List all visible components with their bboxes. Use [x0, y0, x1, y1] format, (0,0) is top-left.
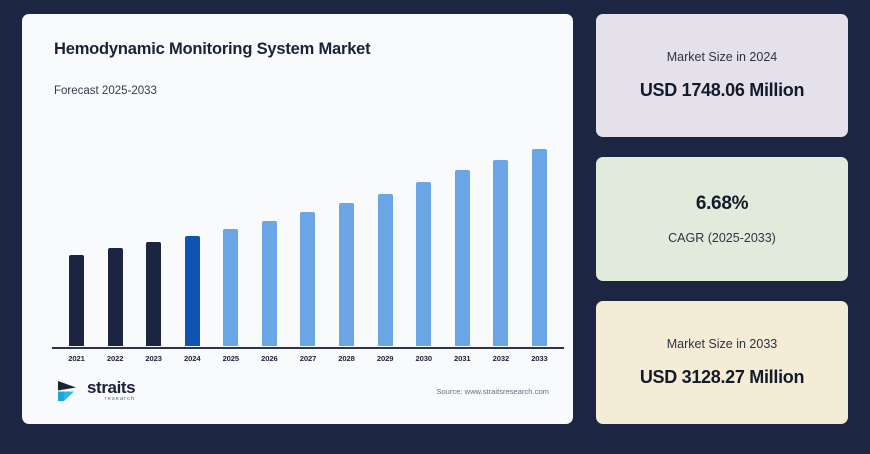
stat-card-label: Market Size in 2033: [666, 336, 778, 351]
x-tick-2025: 2025: [222, 354, 240, 363]
x-tick-2024: 2024: [183, 354, 201, 363]
bar-slot: [332, 132, 361, 346]
panel-footer: straits research Source: www.straitsrese…: [22, 370, 573, 412]
stat-card-value: 6.68%: [695, 192, 749, 214]
page-title: Hemodynamic Monitoring System Market: [54, 40, 371, 58]
bar-chart-plot-area: [62, 132, 554, 346]
x-axis-tick-labels: 2021 2022 2023 2024 2025 2026 2027 2028 2029 2030…: [62, 354, 554, 363]
bar-series: [62, 132, 554, 346]
x-tick-2032: 2032: [492, 354, 510, 363]
bar-slot: [216, 132, 245, 346]
bar-2029: [377, 194, 393, 346]
stat-card-3: Market Size in 2033 USD 3128.27 Million: [596, 300, 848, 424]
bar-2030: [416, 182, 432, 346]
bar-2027: [300, 212, 316, 346]
x-tick-2022: 2022: [106, 354, 124, 363]
bar-slot: [486, 132, 515, 346]
bar-2024: [184, 236, 200, 346]
x-tick-2027: 2027: [299, 354, 317, 363]
stat-cards: Market Size in 2024 USD 1748.06 Million 6.…: [596, 14, 854, 424]
bar-2026: [261, 221, 277, 346]
bar-slot: [101, 132, 130, 346]
x-tick-2028: 2028: [338, 354, 355, 363]
stat-card-label: CAGR (2025-2033): [668, 230, 776, 245]
x-tick-2021: 2021: [68, 354, 85, 363]
x-tick-2029: 2029: [376, 354, 394, 363]
stat-card-2: 6.68% CAGR (2025-2033): [596, 157, 848, 281]
bar-2023: [146, 242, 162, 346]
stat-card-value: USD 3128.27 Million: [639, 366, 805, 387]
logo-subtitle: research: [104, 396, 136, 403]
bar-slot: [62, 132, 91, 346]
bar-slot: [525, 132, 554, 346]
bar-2033: [531, 149, 547, 346]
bar-slot: [409, 132, 438, 346]
bar-2025: [223, 229, 239, 346]
logo-wordmark: straits research: [87, 378, 136, 403]
x-tick-2031: 2031: [454, 354, 471, 363]
bar-2032: [493, 160, 509, 346]
bar-2028: [339, 203, 355, 346]
bar-slot: [139, 132, 168, 346]
stat-card-label: Market Size in 2024: [666, 50, 778, 65]
chart-subtitle: Forecast 2025-2033: [54, 85, 157, 97]
bar-2031: [454, 170, 470, 346]
bar-slot: [178, 132, 207, 346]
x-tick-2033: 2033: [531, 354, 548, 363]
bar-slot: [293, 132, 322, 346]
source-attribution: Source: www.straitsresearch.com: [436, 386, 549, 396]
x-tick-2026: 2026: [261, 354, 278, 363]
straits-research-logo: straits research: [56, 378, 136, 404]
bar-slot: [448, 132, 477, 346]
bar-2022: [107, 248, 123, 346]
bar-slot: [371, 132, 400, 346]
x-tick-2030: 2030: [415, 354, 432, 363]
straits-arrow-icon: [58, 381, 76, 401]
stat-card-value: USD 1748.06 Million: [639, 80, 805, 101]
x-axis-line: [52, 347, 564, 349]
chart-panel: Hemodynamic Monitoring System Market For…: [22, 14, 573, 424]
x-tick-2023: 2023: [145, 354, 162, 363]
bar-slot: [255, 132, 284, 346]
bar-2021: [69, 255, 84, 346]
stat-card-1: Market Size in 2024 USD 1748.06 Million: [596, 14, 848, 138]
logo-name: straits: [87, 378, 136, 398]
